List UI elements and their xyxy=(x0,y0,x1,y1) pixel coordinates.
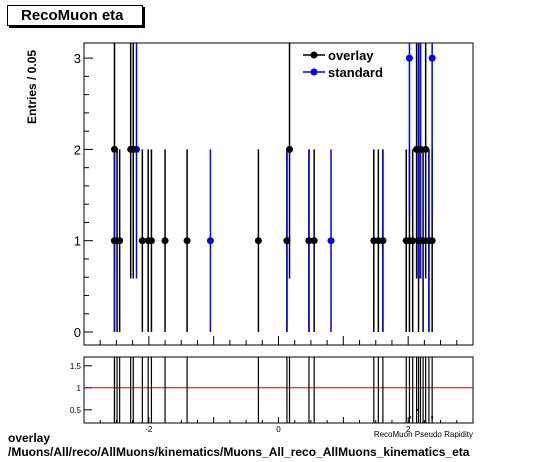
legend-label-overlay: overlay xyxy=(328,48,374,63)
standard-point xyxy=(327,237,335,245)
footer-line1: overlay xyxy=(8,431,51,445)
overlay-point xyxy=(422,145,430,153)
x-tick-label: 2 xyxy=(406,425,411,434)
y-tick-label: 0 xyxy=(74,325,81,340)
ratio-y-tick-label: 1 xyxy=(77,384,82,393)
overlay-point xyxy=(161,237,169,245)
y-axis-label: Entries / 0.05 xyxy=(25,50,39,124)
chart-title-text: RecoMuon eta xyxy=(21,7,124,24)
main-plot: 0 1 2 3 Entries / 0.05 overlay standard xyxy=(25,42,474,346)
overlay-point xyxy=(116,237,124,245)
ratio-y-tick-label: 1.5 xyxy=(70,362,82,371)
y-tick-label: 2 xyxy=(74,142,81,157)
overlay-point xyxy=(305,237,313,245)
overlay-point xyxy=(379,237,387,245)
footer: overlay /Muons/All/reco/AllMuons/kinemat… xyxy=(8,431,469,459)
standard-point xyxy=(428,54,436,62)
legend-label-standard: standard xyxy=(328,65,383,80)
overlay-point xyxy=(310,237,318,245)
legend-marker-standard xyxy=(310,68,318,76)
standard-point xyxy=(405,54,413,62)
overlay-point xyxy=(409,237,417,245)
chart-title: RecoMuon eta xyxy=(7,5,143,26)
x-tick-label: 0 xyxy=(276,425,281,434)
footer-line2: /Muons/All/reco/AllMuons/kinematics/Muon… xyxy=(8,445,470,459)
ratio-point xyxy=(409,416,412,419)
overlay-point xyxy=(416,145,424,153)
overlay-point xyxy=(147,237,155,245)
y-tick-label: 3 xyxy=(74,51,81,66)
legend-marker-overlay xyxy=(310,51,318,59)
overlay-point xyxy=(129,145,137,153)
overlay-point xyxy=(183,237,191,245)
overlay-point xyxy=(419,237,427,245)
overlay-point xyxy=(283,237,291,245)
overlay-point xyxy=(286,145,294,153)
x-axis-label: RecoMuon Pseudo Rapidity xyxy=(374,430,473,439)
standard-point xyxy=(206,237,214,245)
overlay-point xyxy=(138,237,146,245)
ratio-y-tick-label: 0.5 xyxy=(70,406,82,415)
ratio-point xyxy=(431,416,434,419)
ratio-point xyxy=(416,408,419,411)
overlay-point xyxy=(428,237,436,245)
x-tick-label: -2 xyxy=(145,425,153,434)
overlay-point xyxy=(110,145,118,153)
overlay-point xyxy=(254,237,262,245)
y-tick-label: 1 xyxy=(74,234,81,249)
